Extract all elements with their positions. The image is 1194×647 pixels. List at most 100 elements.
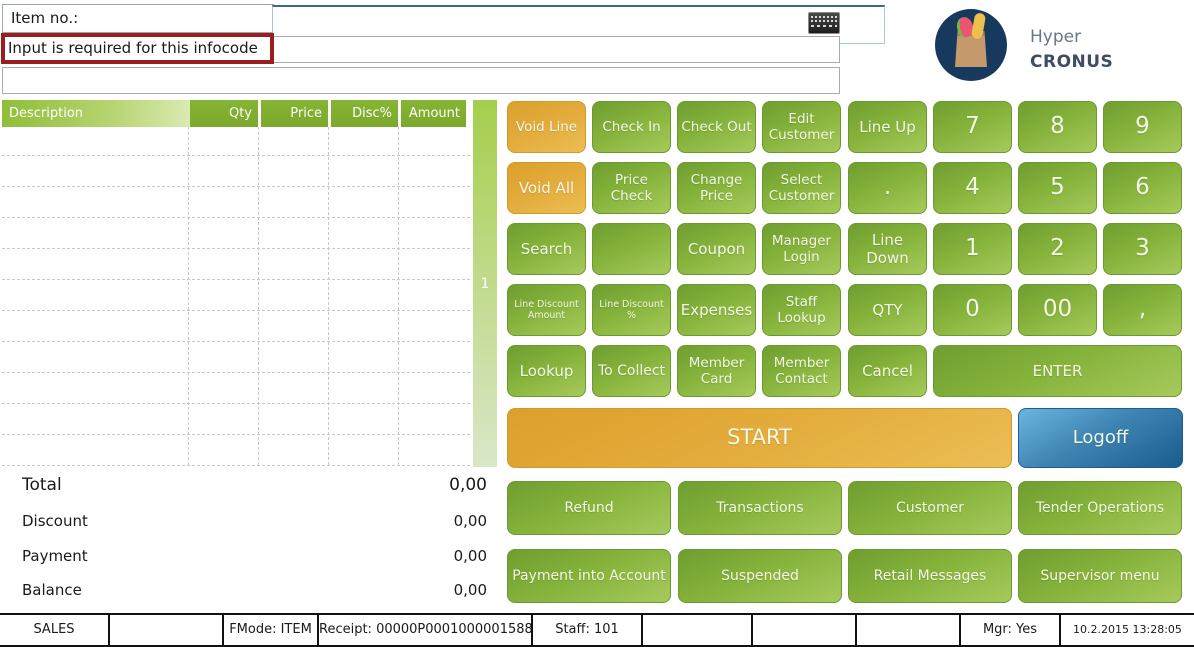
tender-operations-button[interactable]: Tender Operations — [1018, 481, 1182, 535]
infocode-error-message: Input is required for this infocode — [1, 33, 274, 64]
check-in-button[interactable]: Check In — [592, 101, 671, 153]
transactions-button[interactable]: Transactions — [678, 481, 842, 535]
digit-8-button[interactable]: 8 — [1018, 101, 1097, 153]
price-check-button[interactable]: Price Check — [592, 162, 671, 214]
receipt-grid-header: Description Qty Price Disc% Amount — [0, 100, 471, 127]
dot-button[interactable]: . — [848, 162, 927, 214]
digit-1-button[interactable]: 1 — [933, 223, 1012, 275]
status-empty-1 — [110, 615, 224, 645]
search-button[interactable]: Search — [507, 223, 586, 275]
grid-row-line — [2, 217, 470, 218]
page-indicator: 1 — [480, 275, 490, 292]
line-discount-amount-button[interactable]: Line Discount Amount — [507, 284, 586, 336]
status-mgr: Mgr: Yes — [961, 615, 1061, 645]
void-all-button[interactable]: Void All — [507, 162, 586, 214]
digit-7-button[interactable]: 7 — [933, 101, 1012, 153]
discount-label: Discount — [22, 512, 88, 530]
grid-row-line — [2, 279, 470, 280]
manager-login-button[interactable]: Manager Login — [762, 223, 841, 275]
grid-row-line — [2, 248, 470, 249]
info-box-2 — [2, 67, 840, 94]
bag-shape — [955, 31, 987, 67]
payment-into-account-button[interactable]: Payment into Account — [507, 549, 671, 603]
status-empty-4 — [857, 615, 961, 645]
status-empty-2 — [643, 615, 753, 645]
total-label: Total — [22, 475, 62, 495]
select-customer-button[interactable]: Select Customer — [762, 162, 841, 214]
grid-column-line — [188, 127, 189, 465]
to-collect-button[interactable]: To Collect — [592, 345, 671, 397]
grid-column-line — [258, 127, 259, 465]
keyboard-icon[interactable] — [808, 12, 840, 34]
grocery-bag-icon — [935, 9, 1007, 81]
item-no-label: Item no.: — [2, 4, 274, 33]
payment-value: 0,00 — [453, 547, 487, 565]
status-staff: Staff: 101 — [533, 615, 643, 645]
grid-row-line — [2, 310, 470, 311]
receipt-grid-body — [0, 127, 471, 467]
start-button[interactable]: START — [507, 408, 1012, 468]
blank-button — [592, 223, 671, 275]
line-up-button[interactable]: Line Up — [848, 101, 927, 153]
balance-value: 0,00 — [453, 581, 487, 599]
refund-button[interactable]: Refund — [507, 481, 671, 535]
grid-row-line — [2, 155, 470, 156]
balance-label: Balance — [22, 581, 82, 599]
coupon-button[interactable]: Coupon — [677, 223, 756, 275]
page-indicator-bar[interactable]: 1 — [473, 100, 497, 467]
qty-button[interactable]: QTY — [848, 284, 927, 336]
digit-0-button[interactable]: 0 — [933, 284, 1012, 336]
line-discount-percent-button[interactable]: Line Discount % — [592, 284, 671, 336]
edit-customer-button[interactable]: Edit Customer — [762, 101, 841, 153]
total-value: 0,00 — [449, 475, 487, 495]
status-fmode: FMode: ITEM — [224, 615, 319, 645]
expenses-button[interactable]: Expenses — [677, 284, 756, 336]
grid-row-line — [2, 372, 470, 373]
logoff-button[interactable]: Logoff — [1018, 408, 1183, 468]
status-receipt: Receipt: 00000P0001000001588 — [319, 615, 533, 645]
status-empty-3 — [753, 615, 857, 645]
check-out-button[interactable]: Check Out — [677, 101, 756, 153]
grid-row-line — [2, 434, 470, 435]
grid-column-line — [328, 127, 329, 465]
digit-5-button[interactable]: 5 — [1018, 162, 1097, 214]
status-datetime: 10.2.2015 13:28:05 — [1073, 623, 1182, 636]
member-contact-button[interactable]: Member Contact — [762, 345, 841, 397]
digit-3-button[interactable]: 3 — [1103, 223, 1182, 275]
payment-label: Payment — [22, 547, 88, 565]
suspended-button[interactable]: Suspended — [678, 549, 842, 603]
lookup-button[interactable]: Lookup — [507, 345, 586, 397]
void-line-button[interactable]: Void Line — [507, 101, 586, 153]
line-down-button[interactable]: Line Down — [848, 223, 927, 275]
member-card-button[interactable]: Member Card — [677, 345, 756, 397]
staff-lookup-button[interactable]: Staff Lookup — [762, 284, 841, 336]
comma-button[interactable]: , — [1103, 284, 1182, 336]
customer-button[interactable]: Customer — [848, 481, 1012, 535]
grid-row-line — [2, 186, 470, 187]
digit-2-button[interactable]: 2 — [1018, 223, 1097, 275]
brand-line2: CRONUS — [1030, 51, 1114, 72]
grid-column-line — [398, 127, 399, 465]
enter-button[interactable]: ENTER — [933, 345, 1182, 397]
cancel-button[interactable]: Cancel — [848, 345, 927, 397]
column-header-description: Description — [2, 100, 194, 127]
retail-messages-button[interactable]: Retail Messages — [848, 549, 1012, 603]
grid-row-line — [2, 465, 470, 466]
column-header-amount: Amount — [401, 100, 466, 127]
grid-row-line — [2, 341, 470, 342]
brand-text: Hyper CRONUS — [1030, 25, 1113, 74]
discount-value: 0,00 — [453, 512, 487, 530]
digit-00-button[interactable]: 00 — [1018, 284, 1097, 336]
supervisor-menu-button[interactable]: Supervisor menu — [1018, 549, 1182, 603]
column-header-qty: Qty — [190, 100, 258, 127]
digit-6-button[interactable]: 6 — [1103, 162, 1182, 214]
status-bar: SALES FMode: ITEM Receipt: 00000P000100000… — [0, 613, 1194, 647]
column-header-disc: Disc% — [331, 100, 398, 127]
change-price-button[interactable]: Change Price — [677, 162, 756, 214]
brand-line1: Hyper — [1030, 27, 1082, 47]
grid-row-line — [2, 403, 470, 404]
digit-4-button[interactable]: 4 — [933, 162, 1012, 214]
column-header-price: Price — [261, 100, 328, 127]
digit-9-button[interactable]: 9 — [1103, 101, 1182, 153]
